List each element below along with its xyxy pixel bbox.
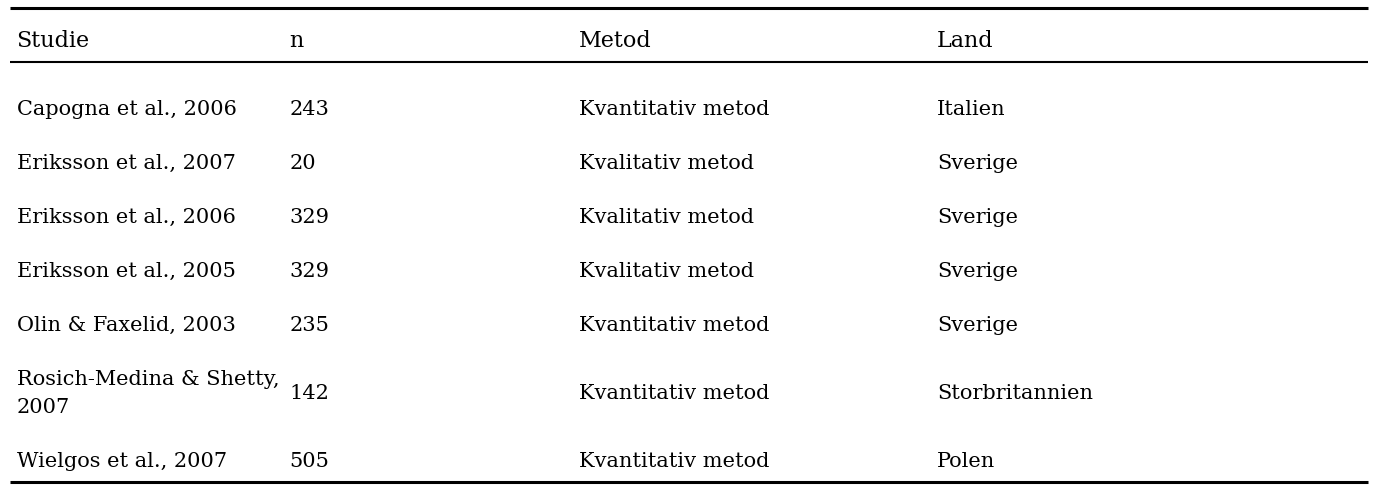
Text: Italien: Italien <box>937 100 1006 119</box>
Text: Rosich-Medina & Shetty,: Rosich-Medina & Shetty, <box>17 370 278 389</box>
Text: 142: 142 <box>289 384 329 403</box>
Text: Polen: Polen <box>937 452 995 471</box>
Text: Sverige: Sverige <box>937 262 1018 281</box>
Text: Olin & Faxelid, 2003: Olin & Faxelid, 2003 <box>17 316 236 335</box>
Text: Metod: Metod <box>579 30 652 52</box>
Text: Kvantitativ metod: Kvantitativ metod <box>579 452 769 471</box>
Text: Eriksson et al., 2006: Eriksson et al., 2006 <box>17 208 236 227</box>
Text: 329: 329 <box>289 208 329 227</box>
Text: Sverige: Sverige <box>937 208 1018 227</box>
Text: Sverige: Sverige <box>937 154 1018 173</box>
Text: Kvalitativ metod: Kvalitativ metod <box>579 154 754 173</box>
Text: Kvantitativ metod: Kvantitativ metod <box>579 316 769 335</box>
Text: n: n <box>289 30 303 52</box>
Text: Land: Land <box>937 30 994 52</box>
Text: 329: 329 <box>289 262 329 281</box>
Text: 505: 505 <box>289 452 329 471</box>
Text: Studie: Studie <box>17 30 90 52</box>
Text: Kvantitativ metod: Kvantitativ metod <box>579 100 769 119</box>
Text: Eriksson et al., 2007: Eriksson et al., 2007 <box>17 154 236 173</box>
Text: Kvantitativ metod: Kvantitativ metod <box>579 384 769 403</box>
Text: Kvalitativ metod: Kvalitativ metod <box>579 208 754 227</box>
Text: Kvalitativ metod: Kvalitativ metod <box>579 262 754 281</box>
Text: Capogna et al., 2006: Capogna et al., 2006 <box>17 100 237 119</box>
Text: 235: 235 <box>289 316 329 335</box>
Text: Sverige: Sverige <box>937 316 1018 335</box>
Text: Storbritannien: Storbritannien <box>937 384 1093 403</box>
Text: Wielgos et al., 2007: Wielgos et al., 2007 <box>17 452 226 471</box>
Text: 243: 243 <box>289 100 329 119</box>
Text: Eriksson et al., 2005: Eriksson et al., 2005 <box>17 262 236 281</box>
Text: 2007: 2007 <box>17 398 70 417</box>
Text: 20: 20 <box>289 154 316 173</box>
